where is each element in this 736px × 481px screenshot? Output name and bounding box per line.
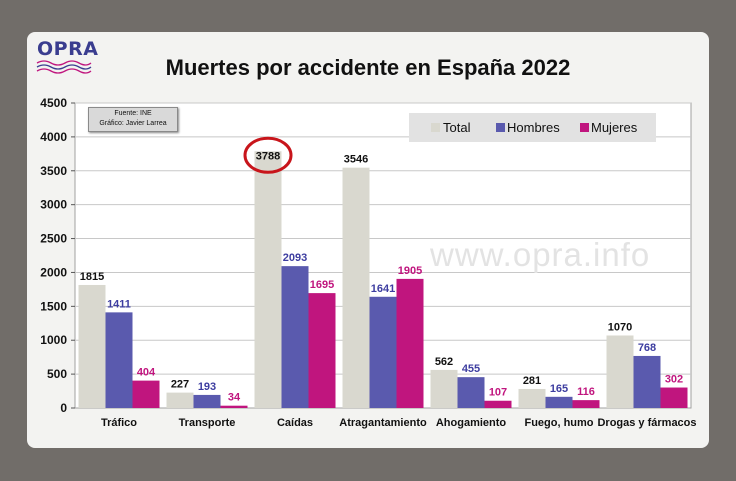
y-tick-label: 1000	[40, 333, 67, 347]
data-label: 1641	[371, 283, 395, 295]
source-line: Fuente: INE	[114, 110, 152, 117]
source-box: Fuente: INE Gráfico: Javier Larrea	[88, 107, 178, 132]
bar-mujeres	[220, 405, 248, 408]
data-label: 34	[228, 392, 241, 404]
y-tick-label: 1500	[40, 299, 67, 313]
bar-hombres	[633, 355, 661, 408]
bar-total	[254, 151, 282, 408]
y-tick-label: 2000	[40, 265, 67, 279]
data-label: 768	[638, 342, 656, 354]
bar-mujeres	[396, 278, 424, 408]
legend-swatch-mujeres	[580, 123, 589, 132]
data-label: 2093	[283, 252, 307, 264]
y-tick-label: 0	[60, 401, 67, 415]
highlight-ring	[243, 136, 293, 174]
x-category-label: Fuego, humo	[524, 417, 593, 429]
legend-label-total: Total	[443, 120, 471, 135]
data-label: 562	[435, 356, 453, 368]
x-category-label: Tráfico	[101, 417, 137, 429]
legend-swatch-hombres	[496, 123, 505, 132]
data-label: 455	[462, 363, 480, 375]
x-category-label: Drogas y fármacos	[597, 417, 696, 429]
logo-waves-icon	[36, 60, 92, 74]
x-category-label: Caídas	[277, 417, 313, 429]
y-tick-label: 500	[47, 367, 67, 381]
bar-hombres	[545, 396, 573, 408]
y-tick-label: 3500	[40, 164, 67, 178]
legend-swatch-total	[431, 123, 440, 132]
bar-total	[342, 167, 370, 408]
data-label: 1815	[80, 271, 104, 283]
bar-hombres	[193, 394, 221, 408]
data-label: 3788	[256, 150, 280, 162]
y-tick-label: 4000	[40, 130, 67, 144]
data-label: 165	[550, 383, 568, 395]
data-label: 1411	[107, 298, 131, 310]
data-label: 227	[171, 379, 189, 391]
data-label: 193	[198, 381, 216, 393]
data-label: 302	[665, 374, 683, 386]
bar-total	[78, 284, 106, 408]
bar-hombres	[105, 312, 133, 408]
bar-mujeres	[308, 293, 336, 408]
x-category-label: Transporte	[179, 417, 236, 429]
bar-mujeres	[572, 400, 600, 408]
watermark: www.opra.info	[430, 236, 651, 273]
legend: Total Hombres Mujeres	[409, 113, 656, 142]
bar-mujeres	[132, 380, 160, 408]
x-category-label: Ahogamiento	[436, 417, 507, 429]
credit-line: Gráfico: Javier Larrea	[99, 120, 167, 127]
data-label: 1695	[310, 279, 334, 291]
bar-hombres	[281, 266, 309, 408]
bar-mujeres	[660, 387, 688, 408]
bar-total	[606, 335, 634, 408]
bar-hombres	[457, 377, 485, 408]
bar-total	[430, 369, 458, 408]
x-category-label: Atragantamiento	[339, 417, 427, 429]
legend-label-mujeres: Mujeres	[591, 120, 638, 135]
bar-mujeres	[484, 400, 512, 408]
data-label: 107	[489, 387, 507, 399]
chart-title: Muertes por accidente en España 2022	[165, 55, 571, 80]
y-tick-label: 2500	[40, 232, 67, 246]
y-tick-label: 4500	[40, 96, 67, 110]
y-tick-label: 3000	[40, 198, 67, 212]
data-label: 1070	[608, 321, 632, 333]
data-label: 3546	[344, 154, 368, 166]
bar-hombres	[369, 296, 397, 408]
data-label: 281	[523, 375, 541, 387]
data-label: 404	[137, 367, 156, 379]
bar-total	[166, 392, 194, 408]
legend-label-hombres: Hombres	[507, 120, 560, 135]
bar-total	[518, 388, 546, 408]
data-label: 116	[577, 386, 595, 398]
data-label: 1905	[398, 265, 422, 277]
logo-text: OPRA	[37, 38, 99, 60]
